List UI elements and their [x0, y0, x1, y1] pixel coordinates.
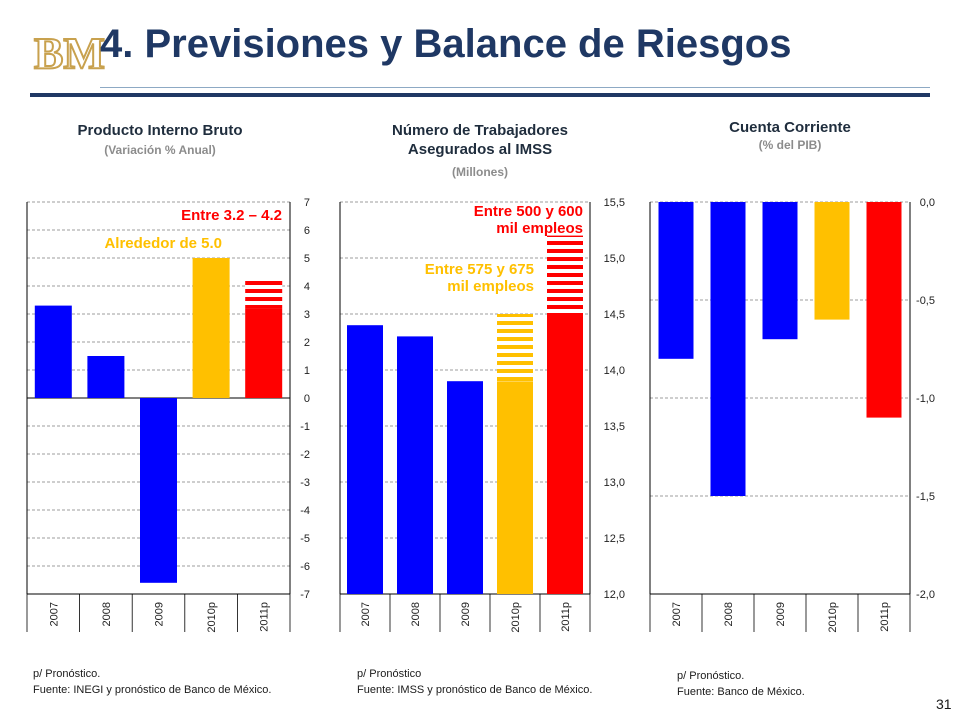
chart3-subtitle: (% del PIB)	[758, 138, 822, 152]
chart2-note-forecast: p/ Pronóstico	[357, 668, 422, 680]
chart3-bar-2011p	[866, 202, 902, 418]
chart1-y-tick: 3	[304, 309, 310, 321]
chart2-y-tick: 15,0	[604, 253, 625, 265]
chart1-y-tick: -1	[300, 421, 310, 433]
chart1-y-tick: -6	[300, 561, 310, 573]
chart3-bar-2008	[710, 202, 746, 496]
chart1-y-tick: -3	[300, 477, 310, 489]
chart1-y-tick: 1	[304, 365, 310, 377]
chart3-y-tick: -0,5	[916, 295, 935, 307]
chart2-title: Número de Trabajadores Asegurados al IMS…	[392, 122, 568, 158]
banxico-logo: BM	[33, 28, 106, 79]
chart1-y-tick: -4	[300, 505, 310, 517]
chart3-bar-2009	[762, 202, 798, 340]
chart1-x-label: 2009	[154, 602, 166, 626]
chart1-y-tick: -7	[300, 589, 310, 601]
chart1-title: Producto Interno Bruto	[77, 122, 243, 139]
chart3-notes: p/ Pronóstico. Fuente: Banco de México.	[677, 668, 805, 700]
chart1-bar-2009	[140, 398, 177, 583]
chart1-range-bar-2011p	[245, 280, 283, 309]
chart1-x-label: 2010p	[206, 602, 218, 633]
chart1-subtitle: (Variación % Anual)	[104, 143, 216, 157]
chart1-bar-2011p	[245, 308, 283, 398]
chart2-y-tick: 15,5	[604, 197, 625, 209]
chart2-x-label: 2009	[460, 602, 472, 626]
chart1-bar-2008	[87, 356, 125, 398]
title-underline	[30, 93, 930, 97]
chart2-annotation-line2: mil empleos	[496, 220, 583, 237]
chart2-bar-2009	[447, 381, 483, 594]
chart1-y-tick: 5	[304, 253, 310, 265]
chart3-y-tick: 0,0	[920, 197, 935, 209]
chart3-x-label: 2011p	[879, 602, 891, 632]
chart1-y-tick: 4	[304, 281, 310, 293]
chart2-subtitle: (Millones)	[452, 165, 508, 179]
chart2-y-tick: 12,0	[604, 589, 625, 601]
chart1-x-label: 2011p	[259, 602, 271, 632]
chart2-y-tick: 13,5	[604, 421, 625, 433]
chart3-bar-2010p	[814, 202, 850, 320]
chart2-range-bar-2010p	[497, 314, 533, 382]
chart1-note-forecast: p/ Pronóstico.	[33, 668, 101, 680]
chart2-y-tick: 12,5	[604, 533, 625, 545]
chart2-note-source: Fuente: IMSS y pronóstico de Banco de Mé…	[357, 684, 593, 696]
chart3-x-label: 2008	[723, 602, 735, 626]
chart1-x-label: 2007	[48, 602, 60, 626]
chart2-x-label: 2008	[410, 602, 422, 626]
chart3-note-source: Fuente: Banco de México.	[677, 686, 805, 698]
chart2-bar-2007	[347, 325, 383, 594]
chart1-y-tick: -2	[300, 449, 310, 461]
chart1-y-tick: -5	[300, 533, 310, 545]
chart3-y-tick: -1,5	[916, 491, 935, 503]
chart2-range-bar-2011p	[547, 235, 583, 314]
chart2-x-label: 2010p	[510, 602, 522, 633]
chart2-bar-2008	[397, 336, 433, 594]
chart2-annotation: Entre 575 y 675	[425, 261, 534, 278]
chart3-y-tick: -2,0	[916, 589, 935, 601]
slide-title: 4. Previsiones y Balance de Riesgos	[100, 22, 792, 66]
chart3-title: Cuenta Corriente	[729, 119, 851, 136]
chart1-note-source: Fuente: INEGI y pronóstico de Banco de M…	[33, 684, 272, 696]
chart2-annotation-line2: mil empleos	[447, 278, 534, 295]
chart1-bar-2007	[34, 305, 72, 398]
logo-text: BM	[34, 29, 105, 78]
chart2-bar-2011p	[547, 314, 583, 594]
chart2-annotation: Entre 500 y 600	[474, 203, 583, 220]
chart2-x-label: 2011p	[560, 602, 572, 632]
chart2-y-tick: 14,0	[604, 365, 625, 377]
chart3-bar-2007	[658, 202, 694, 359]
title-underline-thin	[100, 87, 930, 88]
chart2-notes: p/ Pronóstico Fuente: IMSS y pronóstico …	[357, 666, 592, 698]
chart2-y-tick: 14,5	[604, 309, 625, 321]
chart3-y-tick: -1,0	[916, 393, 935, 405]
chart1-x-label: 2008	[101, 602, 113, 626]
chart1-annotation: Alrededor de 5.0	[104, 235, 222, 252]
chart1-annotation: Entre 3.2 – 4.2	[181, 207, 282, 224]
chart2-x-label: 2007	[360, 602, 372, 626]
chart1-y-tick: 0	[304, 393, 310, 405]
page-number: 31	[936, 696, 952, 712]
chart1-y-tick: 6	[304, 225, 310, 237]
chart3-note-forecast: p/ Pronóstico.	[677, 670, 745, 682]
chart1-y-tick: 7	[304, 197, 310, 209]
chart3-x-label: 2009	[775, 602, 787, 626]
chart1-y-tick: 2	[304, 337, 310, 349]
chart2-bar-2010p	[497, 381, 533, 594]
chart3-x-label: 2007	[671, 602, 683, 626]
chart1-bar-2010p	[192, 258, 230, 398]
chart1-notes: p/ Pronóstico. Fuente: INEGI y pronóstic…	[33, 666, 271, 698]
chart2-y-tick: 13,0	[604, 477, 625, 489]
chart3-x-label: 2010p	[827, 602, 839, 633]
